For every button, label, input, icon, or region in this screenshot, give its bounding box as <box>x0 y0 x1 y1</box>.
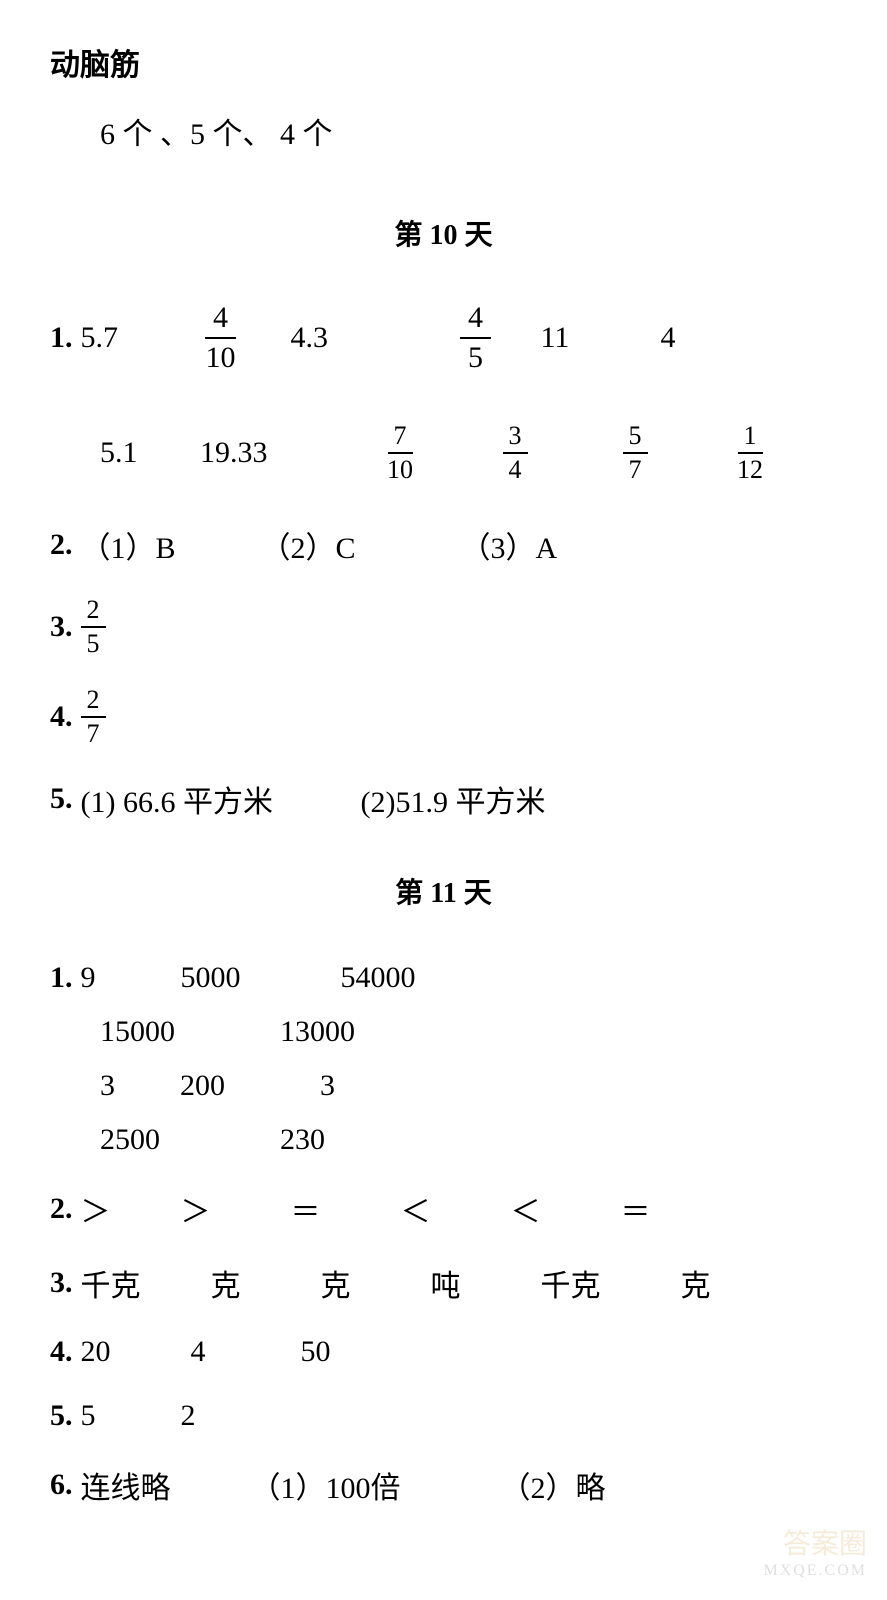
value: 2500 <box>100 1123 280 1157</box>
fraction: 112 <box>700 423 800 483</box>
fraction: 34 <box>460 423 570 483</box>
day11-q1-row4: 2500 230 <box>100 1123 837 1157</box>
value: ＞ <box>181 1187 291 1231</box>
frac-den: 10 <box>198 339 244 373</box>
value: 吨 <box>431 1261 541 1305</box>
value: (2)51.9 平方米 <box>361 777 546 821</box>
q-label: 6. <box>50 1468 73 1502</box>
header-line: 6 个 、5 个、 4 个 <box>100 109 837 153</box>
frac-num: 4 <box>460 303 491 339</box>
watermark-bottom: MXQE.COM <box>763 1562 867 1580</box>
frac-den: 7 <box>81 718 106 747</box>
day11-q1-row3: 3 200 3 <box>100 1069 837 1103</box>
value: ＜ <box>401 1187 511 1231</box>
day10-q5: 5. (1) 66.6 平方米 (2)51.9 平方米 <box>50 777 837 821</box>
day11-q6: 6. 连线略 （1）100倍 （2）略 <box>50 1463 837 1507</box>
frac-den: 5 <box>460 339 491 373</box>
day11-title: 第 11 天 <box>50 871 837 911</box>
value: (1) 66.6 平方米 <box>81 777 361 821</box>
q-label: 3. <box>50 610 73 644</box>
frac-den: 10 <box>381 454 419 483</box>
day11-q5: 5. 5 2 <box>50 1399 837 1433</box>
q-label: 5. <box>50 782 73 816</box>
day11-q1-row2: 15000 13000 <box>100 1015 837 1049</box>
value: 克 <box>211 1261 321 1305</box>
value: （1）100倍 <box>251 1463 501 1507</box>
value: 4.3 <box>291 321 411 355</box>
value: ＜ <box>511 1187 621 1231</box>
q-label: 4. <box>50 1335 73 1369</box>
fraction: 57 <box>570 423 700 483</box>
q-label: 5. <box>50 1399 73 1433</box>
frac-num: 4 <box>205 303 236 339</box>
frac-num: 5 <box>623 423 648 454</box>
frac-num: 3 <box>503 423 528 454</box>
section-header: 动脑筋 <box>50 40 837 84</box>
q-label: 1. <box>50 961 73 995</box>
value: （2）略 <box>501 1463 606 1507</box>
q-label: 1. <box>50 321 73 355</box>
value: 3 <box>320 1069 335 1103</box>
fraction: 45 <box>411 303 541 373</box>
value: 连线略 <box>81 1463 251 1507</box>
value: ＝ <box>621 1187 651 1231</box>
value: （3）A <box>461 523 558 567</box>
value: 11 <box>541 321 661 355</box>
day10-q1-row2: 5.1 19.33 710 34 57 112 <box>100 423 837 483</box>
frac-num: 7 <box>388 423 413 454</box>
day11-q4: 4. 20 4 50 <box>50 1335 837 1369</box>
value: （2）C <box>261 523 461 567</box>
value: 20 <box>81 1335 191 1369</box>
value: 2 <box>181 1399 196 1433</box>
q-label: 4. <box>50 700 73 734</box>
value: 54000 <box>341 961 416 995</box>
value: 9 <box>81 961 181 995</box>
value: ＝ <box>291 1187 401 1231</box>
frac-den: 7 <box>623 454 648 483</box>
fraction: 710 <box>340 423 460 483</box>
value: 13000 <box>280 1015 355 1049</box>
day10-title: 第 10 天 <box>50 213 837 253</box>
value: 200 <box>180 1069 320 1103</box>
day11-q1-row1: 1. 9 5000 54000 <box>50 961 837 995</box>
value: 千克 <box>541 1261 681 1305</box>
day10-q2: 2. （1）B （2）C （3）A <box>50 523 837 567</box>
day11-q2: 2. ＞ ＞ ＝ ＜ ＜ ＝ <box>50 1187 837 1231</box>
day11-q3: 3. 千克 克 克 吨 千克 克 <box>50 1261 837 1305</box>
q-label: 3. <box>50 1266 73 1300</box>
value: 50 <box>301 1335 331 1369</box>
frac-num: 2 <box>81 597 106 628</box>
frac-num: 2 <box>81 687 106 718</box>
value: 4 <box>661 321 741 355</box>
value: 5.7 <box>81 321 151 355</box>
value: 15000 <box>100 1015 280 1049</box>
day10-q4: 4. 27 <box>50 687 837 747</box>
watermark-top: 答案圈 <box>763 1522 867 1562</box>
frac-den: 12 <box>731 454 769 483</box>
day10-q1-row1: 1. 5.7 410 4.3 45 11 4 <box>50 303 837 373</box>
value: 克 <box>321 1261 431 1305</box>
day10-q3: 3. 25 <box>50 597 837 657</box>
watermark: 答案圈 MXQE.COM <box>763 1522 867 1580</box>
fraction: 25 <box>81 597 106 657</box>
fraction: 410 <box>151 303 291 373</box>
value: 19.33 <box>200 436 340 470</box>
value: 4 <box>191 1335 301 1369</box>
frac-den: 5 <box>81 628 106 657</box>
q-label: 2. <box>50 1192 73 1226</box>
value: 克 <box>681 1261 711 1305</box>
frac-num: 1 <box>738 423 763 454</box>
value: 5 <box>81 1399 181 1433</box>
value: ＞ <box>81 1187 181 1231</box>
value: 5000 <box>181 961 341 995</box>
q-label: 2. <box>50 528 73 562</box>
fraction: 27 <box>81 687 106 747</box>
value: 5.1 <box>100 436 200 470</box>
value: （1）B <box>81 523 261 567</box>
value: 千克 <box>81 1261 211 1305</box>
frac-den: 4 <box>503 454 528 483</box>
value: 230 <box>280 1123 325 1157</box>
value: 3 <box>100 1069 180 1103</box>
